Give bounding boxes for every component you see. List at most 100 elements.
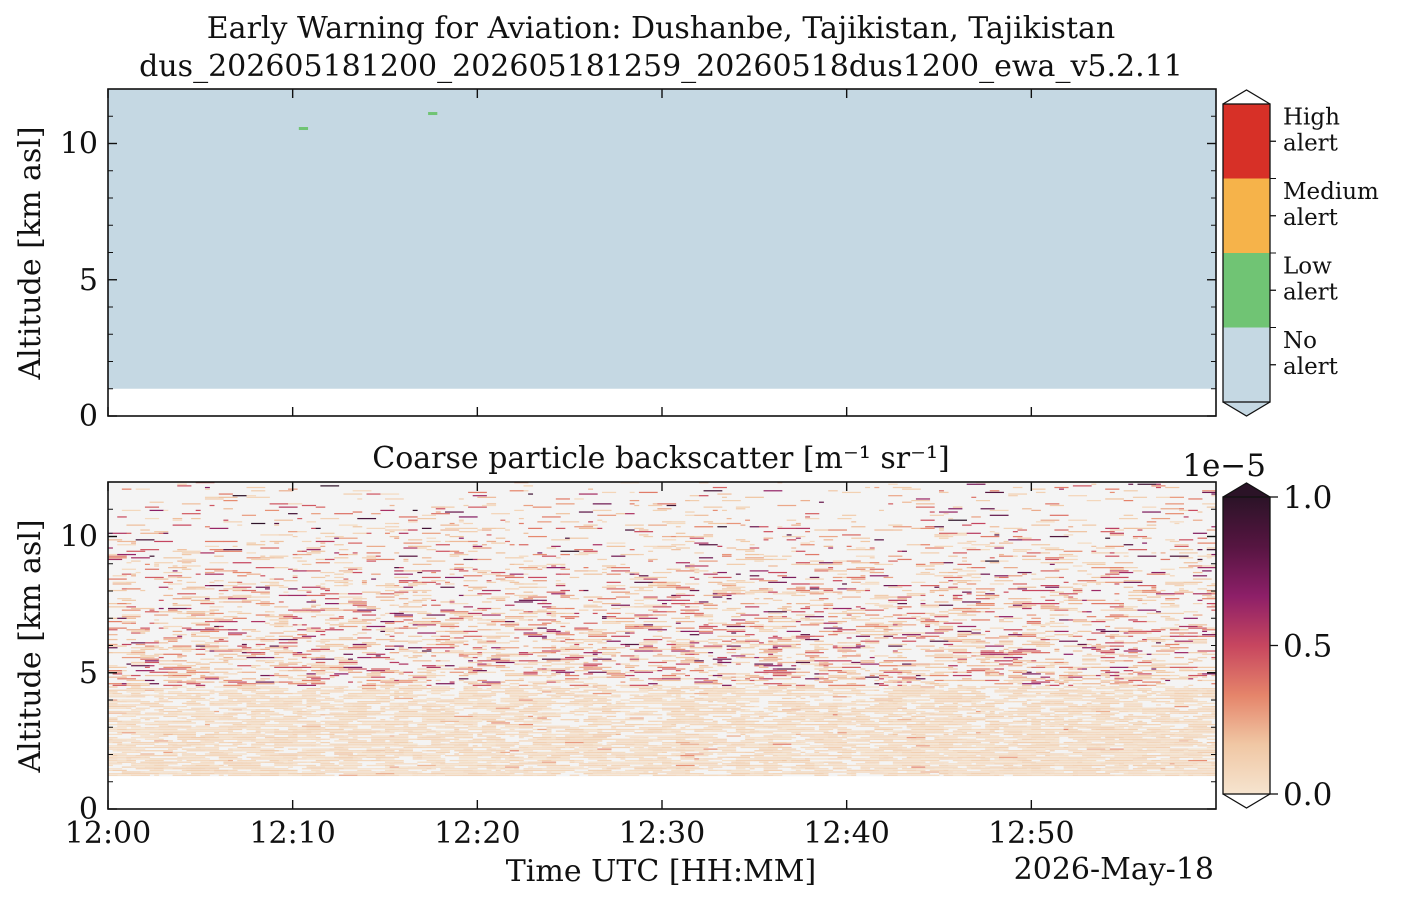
backscatter-cell <box>412 758 423 760</box>
backscatter-cell <box>297 652 303 654</box>
backscatter-cell <box>1063 769 1078 771</box>
backscatter-cell <box>698 774 704 776</box>
backscatter-cell <box>855 699 866 701</box>
backscatter-cell <box>592 771 598 773</box>
backscatter-cell <box>1142 768 1157 770</box>
backscatter-cell <box>920 758 940 760</box>
backscatter-cell <box>1169 725 1175 727</box>
backscatter-cell <box>306 650 321 652</box>
backscatter-cell <box>408 768 427 770</box>
backscatter-cell <box>1179 722 1194 724</box>
backscatter-cell <box>440 745 455 747</box>
backscatter-cell <box>1031 771 1046 773</box>
backscatter-cell <box>897 719 912 721</box>
backscatter-cell <box>232 748 243 750</box>
backscatter-cell <box>163 750 169 752</box>
backscatter-cell <box>680 746 700 749</box>
backscatter-cell <box>1017 740 1028 742</box>
backscatter-cell <box>1054 719 1064 721</box>
backscatter-cell <box>1146 684 1157 686</box>
backscatter-cell <box>842 702 857 704</box>
backscatter-cell <box>209 755 229 757</box>
backscatter-cell <box>975 705 995 708</box>
backscatter-cell <box>218 735 238 737</box>
backscatter-cell <box>745 745 751 747</box>
backscatter-cell <box>108 720 123 722</box>
backscatter-cell <box>551 740 566 742</box>
backscatter-cell <box>1183 733 1189 736</box>
backscatter-cell <box>1045 704 1064 706</box>
backscatter-cell <box>712 758 723 760</box>
backscatter-cell <box>846 684 866 686</box>
backscatter-cell <box>126 688 141 690</box>
backscatter-cell <box>892 689 907 691</box>
backscatter-cell <box>1035 750 1046 752</box>
backscatter-cell <box>1146 733 1161 736</box>
backscatter-cell <box>1100 691 1106 693</box>
backscatter-cell <box>204 722 224 724</box>
backscatter-cell <box>722 697 727 700</box>
backscatter-cell <box>809 737 815 739</box>
backscatter-cell <box>421 714 441 716</box>
backscatter-cell <box>740 740 760 742</box>
backscatter-cell <box>1012 758 1028 760</box>
backscatter-cell <box>828 674 847 677</box>
backscatter-cell <box>920 748 931 750</box>
backscatter-cell <box>357 774 367 776</box>
backscatter-cell <box>112 746 132 749</box>
backscatter-cell <box>334 701 340 703</box>
backscatter-cell <box>1137 735 1152 737</box>
backscatter-cell <box>952 660 967 662</box>
backscatter-cell <box>772 689 783 691</box>
backscatter-cell <box>745 686 760 688</box>
backscatter-cell <box>117 715 123 718</box>
backscatter-cell <box>1183 686 1189 688</box>
backscatter-cell <box>902 751 912 754</box>
backscatter-cell <box>1086 740 1101 742</box>
backscatter-cell <box>1137 756 1143 758</box>
backscatter-cell <box>523 722 538 724</box>
backscatter-cell <box>357 756 367 758</box>
backscatter-cell <box>398 753 404 755</box>
backscatter-cell <box>1091 691 1101 693</box>
backscatter-cell <box>934 719 944 721</box>
backscatter-cell <box>782 727 801 729</box>
backscatter-cell <box>749 720 760 722</box>
backscatter-cell <box>149 730 164 732</box>
backscatter-cell <box>181 727 192 729</box>
backscatter-cell <box>168 740 173 742</box>
backscatter-cell <box>971 751 981 754</box>
backscatter-cell <box>278 663 298 665</box>
backscatter-cell <box>999 769 1014 771</box>
backscatter-cell <box>846 748 852 750</box>
backscatter-cell <box>297 697 317 700</box>
backscatter-cell <box>246 756 261 758</box>
backscatter-cell <box>1174 696 1184 698</box>
backscatter-cell <box>966 712 981 714</box>
backscatter-cell <box>1049 699 1069 701</box>
backscatter-cell <box>528 694 538 696</box>
backscatter-cell <box>966 745 972 747</box>
backscatter-cell <box>551 691 566 693</box>
backscatter-cell <box>1054 764 1064 767</box>
backscatter-cell <box>431 741 441 744</box>
backscatter-cell <box>551 686 561 688</box>
backscatter-cell <box>1211 717 1216 719</box>
backscatter-cell <box>565 674 580 677</box>
backscatter-cell <box>939 660 954 662</box>
backscatter-cell <box>251 743 266 745</box>
backscatter-cell <box>565 681 584 683</box>
backscatter-cell <box>366 764 386 767</box>
backscatter-cell <box>805 652 824 654</box>
backscatter-cell <box>634 696 654 698</box>
backscatter-cell <box>546 758 557 760</box>
backscatter-cell <box>1119 684 1134 686</box>
backscatter-cell <box>537 759 543 762</box>
backscatter-cell <box>306 727 326 729</box>
backscatter-cell <box>1031 763 1046 765</box>
backscatter-cell <box>1206 748 1216 750</box>
backscatter-cell <box>108 691 118 693</box>
backscatter-cell <box>491 722 510 724</box>
backscatter-cell <box>1091 763 1101 765</box>
backscatter-cell <box>745 774 764 776</box>
